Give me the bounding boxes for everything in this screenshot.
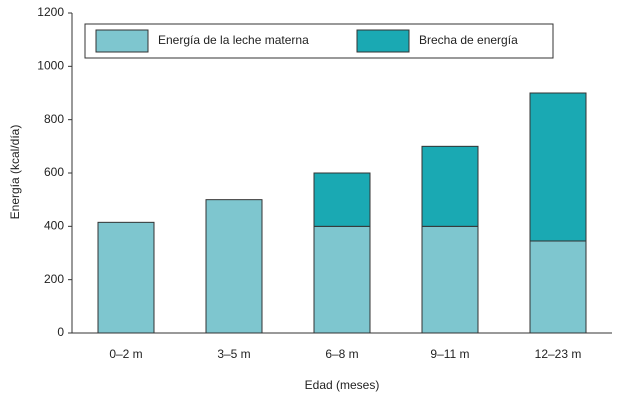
legend-swatch: [95, 29, 149, 53]
y-tick-label: 200: [44, 272, 64, 286]
x-tick-label: 12–23 m: [535, 347, 582, 361]
bar-segment: [313, 225, 371, 334]
x-tick-label: 9–11 m: [430, 347, 469, 361]
x-tick-label: 3–5 m: [217, 347, 250, 361]
bar-segment: [421, 225, 479, 334]
y-tick-label: 0: [57, 325, 64, 339]
x-axis-label: Edad (meses): [305, 378, 380, 392]
y-tick-label: 600: [44, 165, 64, 179]
x-tick-label: 0–2 m: [109, 347, 142, 361]
y-tick-label: 1000: [37, 59, 64, 73]
legend-label: Energía de la leche materna: [158, 33, 309, 47]
y-axis-label: Energía (kcal/día): [8, 125, 22, 220]
legend-box: [84, 23, 554, 59]
bar-segment: [205, 199, 263, 334]
legend-swatch: [356, 29, 410, 53]
y-tick-label: 400: [44, 219, 64, 233]
y-tick-label: 1200: [37, 5, 64, 19]
bar-segment: [313, 172, 371, 227]
bar-segment: [421, 145, 479, 227]
x-tick-label: 6–8 m: [325, 347, 358, 361]
bar-segment: [529, 92, 587, 242]
bar-segment: [97, 221, 155, 334]
y-tick-label: 800: [44, 112, 64, 126]
legend-label: Brecha de energía: [419, 33, 518, 47]
bar-segment: [529, 240, 587, 334]
